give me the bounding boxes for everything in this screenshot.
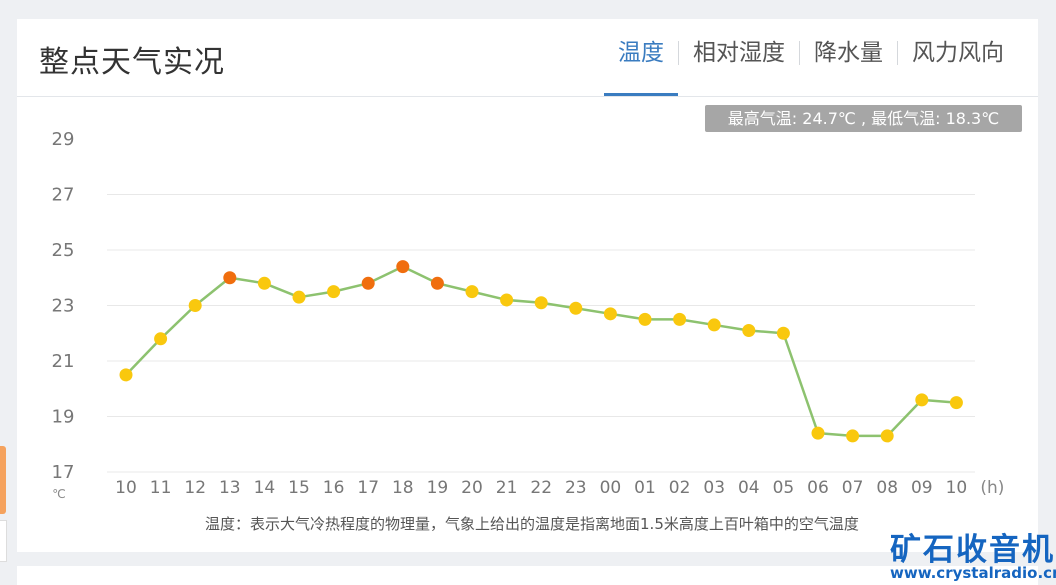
temperature-point [361,276,375,290]
temperature-point [569,301,583,315]
y-unit-label: ℃ [52,487,65,501]
temperature-point [119,368,133,382]
temperature-point [915,393,929,407]
weather-card: 整点天气实况 温度 相对湿度 降水量 风力风向 最高气温: 24.7℃ , 最低… [17,19,1038,552]
x-tick-label: 23 [565,478,587,498]
tab-temperature[interactable]: 温度 [604,35,678,96]
x-tick-label: 18 [392,478,414,498]
temperature-point [292,290,306,304]
x-tick-label: 02 [669,478,691,498]
temperature-point [534,296,548,310]
x-tick-label: 12 [184,478,206,498]
temperature-point [673,312,687,326]
temperature-point [638,312,652,326]
x-tick-label: 14 [254,478,276,498]
x-tick-label: 03 [703,478,725,498]
y-tick-label: 21 [52,351,75,372]
temperature-point [430,276,444,290]
temperature-point [188,299,202,312]
x-tick-label: 21 [496,478,518,498]
x-tick-label: 07 [842,478,864,498]
watermark-url: www.crystalradio.cn [890,564,1056,582]
temperature-point [707,318,721,332]
y-tick-label: 27 [52,185,75,206]
x-unit-label: (h) [980,478,1004,498]
side-feedback-tab[interactable] [0,446,6,514]
x-tick-label: 13 [219,478,241,498]
temperature-summary-badge: 最高气温: 24.7℃ , 最低气温: 18.3℃ [705,105,1022,132]
x-tick-label: 09 [911,478,933,498]
temperature-series-line [125,265,957,438]
temperature-point [846,429,860,443]
x-tick-label: 08 [876,478,898,498]
x-tick-label: 17 [357,478,379,498]
x-tick-label: 20 [461,478,483,498]
x-tick-label: 10 [115,478,137,498]
x-tick-label: 15 [288,478,310,498]
x-tick-label: 05 [773,478,795,498]
temperature-point [223,271,237,285]
x-tick-label: 10 [946,478,968,498]
page-title: 整点天气实况 [39,45,225,80]
tab-humidity[interactable]: 相对湿度 [693,40,785,66]
tab-divider [678,41,679,65]
tab-wind[interactable]: 风力风向 [912,40,1004,66]
temperature-point [327,285,341,299]
temperature-chart: 17 19 21 23 25 27 29 ℃ 10 11 12 13 14 15 16 17 18 19 20 21 2… [52,129,1005,501]
temperature-point [949,396,963,410]
temperature-point [257,276,271,290]
y-tick-label: 17 [52,462,75,483]
temperature-point [500,293,514,307]
y-tick-label: 23 [52,296,75,317]
temperature-point [465,285,479,299]
x-tick-label: 00 [600,478,622,498]
x-tick-label: 22 [530,478,552,498]
x-tick-label: 04 [738,478,760,498]
tab-divider [799,41,800,65]
x-tick-label: 16 [323,478,345,498]
temperature-point [154,332,168,346]
x-tick-label: 11 [150,478,172,498]
chart-footnote: 温度：表示大气冷热程度的物理量，气象上给出的温度是指离地面1.5米高度上百叶箱中… [205,515,859,533]
x-tick-label: 01 [634,478,656,498]
temperature-point [880,429,894,443]
y-tick-label: 25 [52,240,75,261]
card-header: 整点天气实况 温度 相对湿度 降水量 风力风向 [17,19,1038,97]
temperature-point [603,307,617,321]
temperature-point [776,326,790,340]
temperature-point [811,426,825,440]
tab-bar: 温度 相对湿度 降水量 风力风向 [604,35,1018,96]
y-tick-label: 19 [52,407,75,428]
watermark-logo: 矿石收音机 [890,532,1055,568]
side-panel-edge [0,520,7,562]
temperature-point [396,260,410,274]
tab-precipitation[interactable]: 降水量 [814,40,883,66]
watermark: 矿石收音机 www.crystalradio.cn [888,524,1056,584]
y-tick-label: 29 [52,129,75,150]
temperature-point [742,323,756,337]
next-card [17,566,1038,585]
x-tick-label: 19 [427,478,449,498]
tab-divider [897,41,898,65]
x-tick-label: 06 [807,478,829,498]
